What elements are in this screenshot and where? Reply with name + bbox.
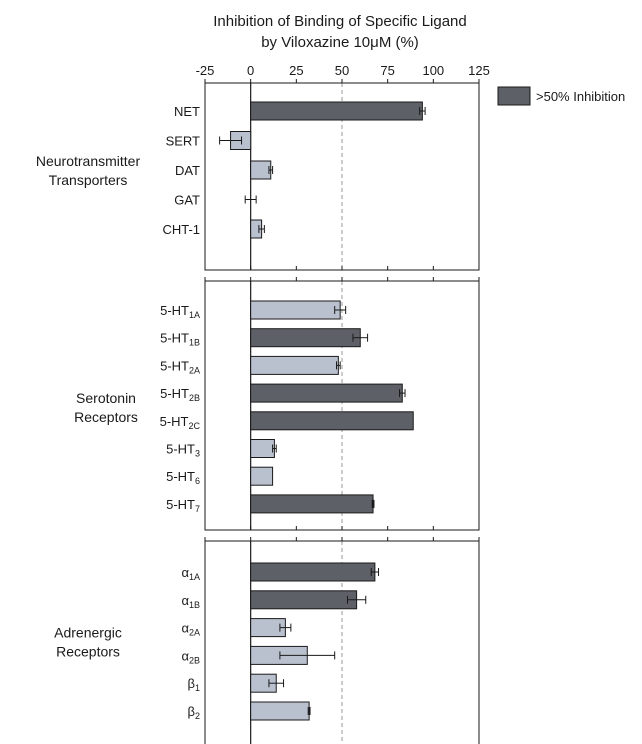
bar xyxy=(250,494,374,514)
category-label: DAT xyxy=(175,163,200,178)
legend-swatch xyxy=(497,86,531,106)
legend: >50% Inhibition xyxy=(497,86,625,106)
panel: Adrenergic Receptors α1A α1B α2A α2B β1 β2 xyxy=(54,537,480,744)
category-label: GAT xyxy=(174,193,200,208)
bar xyxy=(250,383,403,403)
category-label: α1A xyxy=(181,565,200,582)
chart-subtitle: by Viloxazine 10μM (%) xyxy=(261,34,419,51)
legend-label: >50% Inhibition xyxy=(536,89,625,104)
x-tick-label: -25 xyxy=(196,63,215,78)
category-label: 5-HT1B xyxy=(160,331,200,348)
category-label: β1 xyxy=(188,676,201,693)
x-tick-label: 0 xyxy=(247,63,254,78)
bar xyxy=(250,355,339,375)
panels: Neurotransmitter Transporters NET SERT DAT GA… xyxy=(36,79,480,744)
chart-title: Inhibition of Binding of Specific Ligand xyxy=(213,13,467,30)
bar xyxy=(250,590,358,610)
bar xyxy=(250,701,310,721)
x-axis-ticks: -25 0 25 50 75 100 125 xyxy=(196,63,490,78)
category-label: 5-HT3 xyxy=(166,442,200,459)
bar xyxy=(250,328,361,348)
category-label: CHT-1 xyxy=(162,222,200,237)
bar xyxy=(250,411,414,431)
category-label: 5-HT7 xyxy=(166,497,200,514)
group-label: Serotonin xyxy=(76,390,136,406)
panel: Serotonin Receptors 5-HT1A 5-HT1B 5-HT2A 5-HT… xyxy=(74,277,480,531)
bar xyxy=(250,300,341,320)
group-label: Receptors xyxy=(74,409,138,425)
category-label: 5-HT1A xyxy=(160,303,200,320)
category-label: 5-HT6 xyxy=(166,469,200,486)
bar xyxy=(250,466,274,486)
x-tick-label: 75 xyxy=(380,63,394,78)
category-label: SERT xyxy=(166,134,200,149)
bar xyxy=(250,439,275,458)
category-label: NET xyxy=(174,104,200,119)
group-label: Adrenergic xyxy=(54,625,122,641)
category-label: 5-HT2A xyxy=(160,358,200,375)
category-label: α1B xyxy=(181,593,200,610)
panel: Neurotransmitter Transporters NET SERT DAT GA… xyxy=(36,79,480,271)
category-label: β2 xyxy=(188,704,201,721)
category-label: α2A xyxy=(181,621,200,638)
category-label: 5-HT2B xyxy=(160,386,200,403)
x-tick-label: 125 xyxy=(468,63,490,78)
bar xyxy=(250,562,376,582)
group-label: Neurotransmitter xyxy=(36,153,141,169)
category-label: α2B xyxy=(181,648,200,665)
x-tick-label: 100 xyxy=(422,63,444,78)
category-label: 5-HT2C xyxy=(160,414,201,431)
bar xyxy=(250,101,423,121)
group-label: Receptors xyxy=(56,644,120,660)
x-tick-label: 50 xyxy=(335,63,349,78)
bar xyxy=(250,160,272,180)
x-tick-label: 25 xyxy=(289,63,303,78)
group-label: Transporters xyxy=(49,172,128,188)
